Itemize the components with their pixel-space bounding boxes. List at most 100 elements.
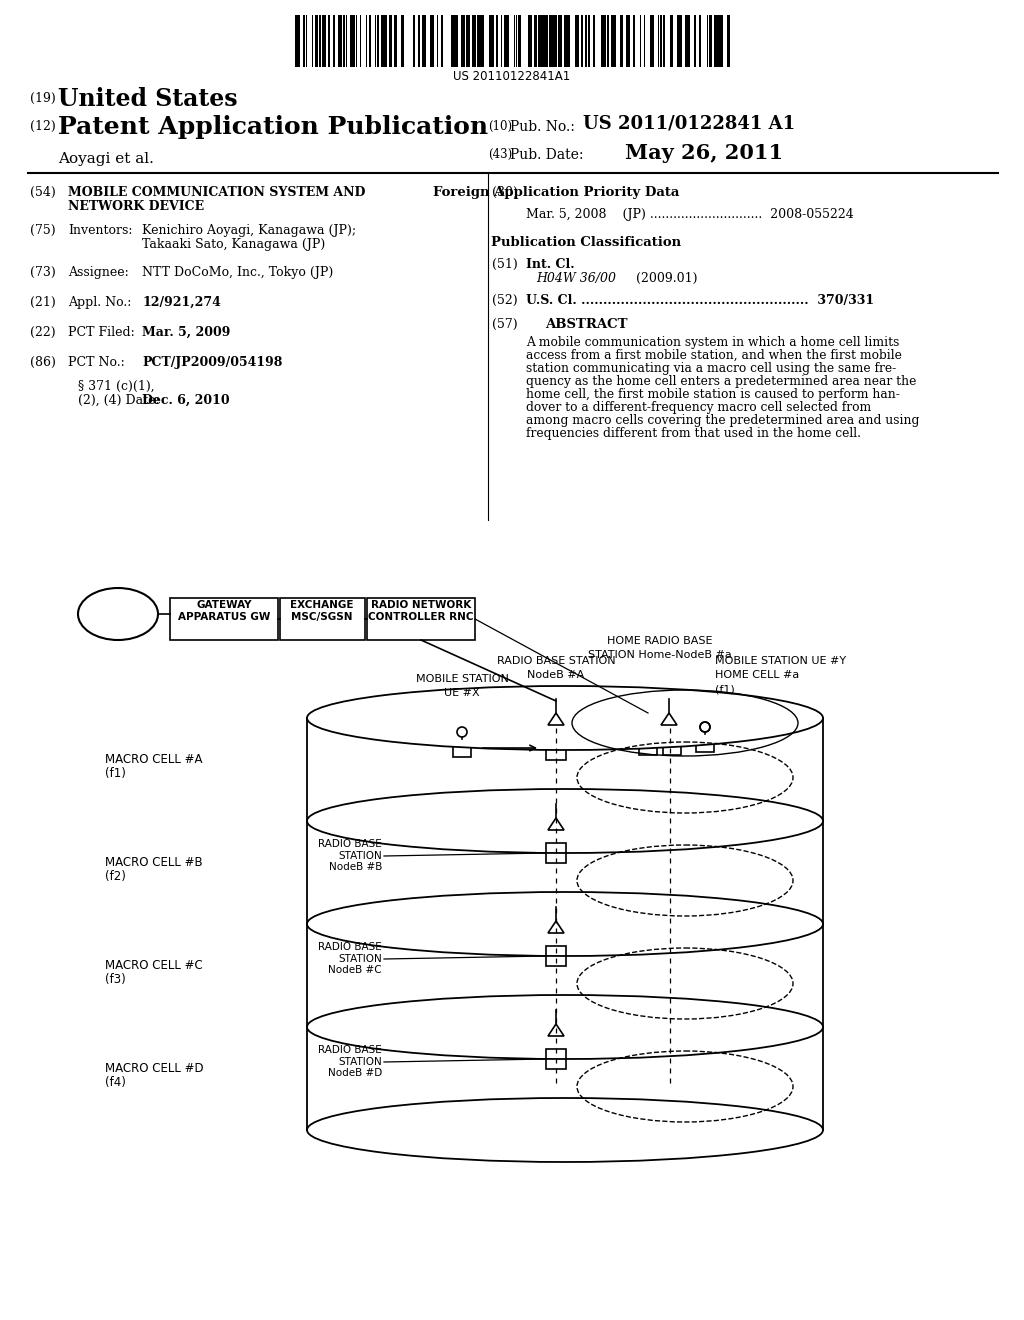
Bar	[466, 15, 468, 67]
Text: RADIO BASE STATION: RADIO BASE STATION	[497, 656, 615, 667]
Bar	[727, 15, 730, 67]
Bar	[555, 15, 557, 67]
Bar	[633, 15, 635, 67]
Bar	[685, 15, 688, 67]
Text: 12/921,274: 12/921,274	[142, 296, 221, 309]
Bar	[431, 15, 434, 67]
Bar	[593, 15, 595, 67]
Text: Publication Classification: Publication Classification	[490, 236, 681, 249]
Text: (f1): (f1)	[715, 684, 735, 694]
Bar	[338, 15, 340, 67]
Bar	[350, 15, 352, 67]
Bar	[567, 15, 570, 67]
Text: (52): (52)	[492, 294, 517, 308]
Text: EXCHANGE
MSC/SGSN: EXCHANGE MSC/SGSN	[290, 601, 353, 622]
Bar	[627, 15, 629, 67]
Text: Patent Application Publication: Patent Application Publication	[58, 115, 488, 139]
Bar	[367, 598, 475, 640]
Bar	[585, 15, 587, 67]
Bar	[482, 15, 484, 67]
Bar	[546, 1049, 566, 1069]
Bar	[718, 15, 721, 67]
Bar	[679, 15, 681, 67]
Bar	[650, 15, 653, 67]
Text: Pub. No.:: Pub. No.:	[510, 120, 574, 135]
Bar	[553, 15, 555, 67]
Bar	[480, 15, 482, 67]
Bar	[639, 737, 657, 755]
Bar	[530, 15, 532, 67]
Bar	[340, 15, 342, 67]
Text: RADIO BASE
STATION
NodeB #B: RADIO BASE STATION NodeB #B	[318, 840, 382, 873]
Bar	[528, 15, 530, 67]
Bar	[324, 15, 326, 67]
Bar	[280, 598, 365, 640]
Text: § 371 (c)(1),: § 371 (c)(1),	[78, 380, 155, 393]
Text: Foreign Application Priority Data: Foreign Application Priority Data	[433, 186, 679, 199]
Bar	[455, 15, 458, 67]
Bar	[504, 15, 506, 67]
Bar	[333, 15, 335, 67]
Text: United States: United States	[58, 87, 238, 111]
Ellipse shape	[78, 587, 158, 640]
Text: Assignee:: Assignee:	[68, 267, 129, 279]
Text: station communicating via a macro cell using the same fre-: station communicating via a macro cell u…	[526, 362, 896, 375]
Bar	[352, 15, 355, 67]
Text: HOME CELL #a: HOME CELL #a	[715, 671, 800, 680]
Bar	[170, 598, 278, 640]
Text: PCT/JP2009/054198: PCT/JP2009/054198	[142, 356, 283, 370]
Bar	[413, 15, 415, 67]
Text: (19): (19)	[30, 92, 55, 106]
Text: among macro cells covering the predetermined area and using: among macro cells covering the predeterm…	[526, 414, 920, 426]
Text: (22): (22)	[30, 326, 55, 339]
Text: STATION Home-NodeB #a: STATION Home-NodeB #a	[588, 649, 732, 660]
Ellipse shape	[307, 686, 823, 750]
Bar	[422, 15, 425, 67]
Bar	[545, 15, 547, 67]
Text: RADIO BASE
STATION
NodeB #D: RADIO BASE STATION NodeB #D	[318, 1045, 382, 1078]
Text: RADIO NETWORK
CONTROLLER RNC: RADIO NETWORK CONTROLLER RNC	[369, 601, 474, 622]
Bar	[453, 739, 471, 756]
Bar	[538, 15, 541, 67]
Bar	[477, 15, 480, 67]
Bar	[473, 15, 476, 67]
Text: Aoyagi et al.: Aoyagi et al.	[58, 152, 154, 166]
Text: May 26, 2011: May 26, 2011	[625, 143, 783, 162]
Text: (2), (4) Date:: (2), (4) Date:	[78, 393, 160, 407]
Bar	[604, 15, 606, 67]
Text: ABSTRACT: ABSTRACT	[545, 318, 628, 331]
Text: PCT Filed:: PCT Filed:	[68, 326, 135, 339]
Text: A mobile communication system in which a home cell limits: A mobile communication system in which a…	[526, 337, 899, 348]
Bar	[546, 946, 566, 966]
Text: access from a first mobile station, and when the first mobile: access from a first mobile station, and …	[526, 348, 902, 362]
Text: (f4): (f4)	[105, 1076, 126, 1089]
Bar	[688, 15, 690, 67]
Bar	[381, 15, 383, 67]
Bar	[607, 15, 609, 67]
Text: MOBILE STATION UE #Y: MOBILE STATION UE #Y	[715, 656, 846, 667]
Text: (2009.01): (2009.01)	[636, 272, 697, 285]
Text: Int. Cl.: Int. Cl.	[526, 257, 574, 271]
Bar	[303, 15, 305, 67]
Text: MOBILE COMMUNICATION SYSTEM AND: MOBILE COMMUNICATION SYSTEM AND	[68, 186, 366, 199]
Bar	[418, 15, 420, 67]
Text: Pub. Date:: Pub. Date:	[510, 148, 584, 162]
Text: Inventors:: Inventors:	[68, 224, 132, 238]
Text: Mar. 5, 2008    (JP) .............................  2008-055224: Mar. 5, 2008 (JP) ......................…	[526, 209, 854, 220]
Text: quency as the home cell enters a predetermined area near the: quency as the home cell enters a predete…	[526, 375, 916, 388]
Bar	[441, 15, 443, 67]
Text: NETWORK: NETWORK	[84, 607, 152, 620]
Bar	[328, 15, 330, 67]
Text: (73): (73)	[30, 267, 55, 279]
Text: (54): (54)	[30, 186, 55, 199]
Text: NETWORK DEVICE: NETWORK DEVICE	[68, 201, 204, 213]
Bar	[451, 15, 454, 67]
Text: (10): (10)	[488, 120, 512, 133]
Text: Dec. 6, 2010: Dec. 6, 2010	[142, 393, 229, 407]
Bar	[297, 15, 300, 67]
Bar	[462, 15, 465, 67]
Text: HOME RADIO BASE: HOME RADIO BASE	[607, 636, 713, 645]
Bar	[613, 15, 616, 67]
Text: (75): (75)	[30, 224, 55, 238]
Text: NodeB #A: NodeB #A	[527, 671, 585, 680]
